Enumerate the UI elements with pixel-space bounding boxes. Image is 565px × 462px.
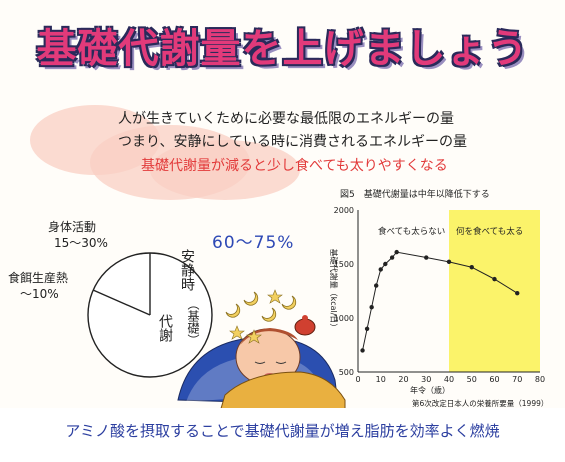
activity-label: 身体活動 15～30%: [48, 219, 108, 251]
data-point: [515, 290, 520, 296]
x-tick-labels: 0 10 20 30 40 50 60 70 80: [355, 375, 545, 384]
data-point: [360, 348, 365, 353]
thermogenesis-label-pct: ～10%: [20, 287, 59, 301]
y-tick-label: 1500: [334, 260, 354, 269]
annotation-not-fat: 食べても太らない: [378, 226, 445, 237]
definition-line-1: 人が生きていくために必要な最低限のエネルギーの量: [118, 111, 454, 127]
x-tick-label: 80: [535, 375, 545, 384]
thermogenesis-label-text: 食餌生産熱: [8, 271, 69, 285]
x-tick-label: 70: [512, 375, 522, 384]
x-tick-label: 50: [467, 375, 477, 384]
resting-label-a: 安静時: [179, 249, 195, 291]
data-point: [369, 305, 374, 310]
pie-divider-left: [92, 289, 151, 316]
data-point: [364, 326, 370, 331]
resting-label-b: （基礎）: [186, 298, 200, 346]
y-tick-label: 500: [339, 368, 354, 377]
x-tick-label: 30: [421, 375, 431, 384]
moon-star-decorations: [225, 289, 297, 344]
data-points: [360, 249, 520, 353]
data-point: [378, 267, 383, 272]
data-point: [383, 261, 388, 267]
y-tick-labels: 500 1000 1500 2000: [334, 206, 354, 377]
y-axis-label: 基礎代謝量（kcal/日）: [329, 249, 339, 332]
data-point: [374, 283, 379, 288]
warning-line: 基礎代謝量が減ると少し食べても太りやすくなる: [141, 158, 448, 174]
data-point: [394, 249, 399, 255]
chart-source: 第6次改定日本人の栄養所要量（1999）: [412, 398, 548, 408]
bmr-line-chart: 0 10 20 30 40 50 60 70 80 500 1000 1500 2000 食べても太ら…: [329, 206, 548, 408]
highlight-region: [449, 210, 540, 372]
definition-line-2: つまり、安静にしている時に消費されるエネルギーの量: [118, 134, 468, 150]
x-tick-label: 20: [398, 375, 408, 384]
y-tick-label: 1000: [334, 314, 354, 323]
page-title: 基礎代謝量を上げましょう: [36, 26, 529, 72]
y-tick-label: 2000: [334, 206, 354, 215]
x-axis-label: 年令（歳）: [410, 385, 450, 395]
deco-oval-right: [150, 140, 300, 200]
activity-label-pct: 15～30%: [54, 236, 108, 250]
pie-chart: [87, 252, 213, 378]
annotation-get-fat: 何を食べても太る: [456, 226, 523, 237]
bottom-band: [0, 408, 565, 462]
bottom-message: アミノ酸を摂取することで基礎代謝量が増え脂肪を効率よく燃焼: [65, 422, 500, 440]
data-point: [424, 255, 429, 260]
x-tick-label: 0: [355, 375, 360, 384]
x-tick-label: 10: [376, 375, 386, 384]
chart-title: 図5 基礎代謝量は中年以降低下する: [340, 190, 490, 200]
data-point: [492, 276, 497, 282]
data-point: [446, 259, 452, 265]
data-point: [389, 255, 395, 260]
thermogenesis-label: 食餌生産熱 ～10%: [8, 270, 68, 302]
resting-percentage: 60～75%: [212, 233, 295, 253]
data-point: [469, 265, 474, 270]
activity-label-text: 身体活動: [48, 220, 97, 234]
x-tick-label: 40: [444, 375, 454, 384]
x-tick-label: 60: [489, 375, 499, 384]
resting-label-c: 代謝: [157, 314, 173, 342]
sleeping-person-illustration: [177, 315, 346, 413]
